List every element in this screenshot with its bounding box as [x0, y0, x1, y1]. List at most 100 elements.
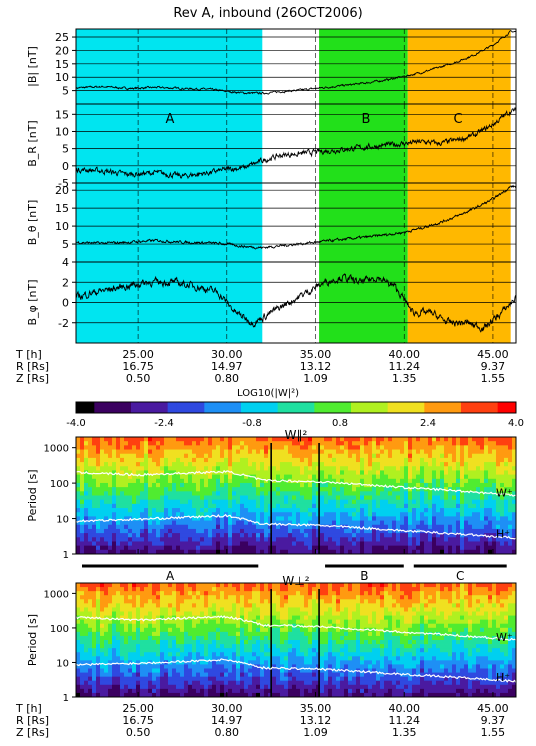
- spectrogram-cell: [256, 607, 261, 612]
- spectrogram-cell: [88, 437, 93, 442]
- spectrogram-cell: [288, 516, 293, 521]
- spectrogram-cell: [120, 644, 125, 649]
- spectrogram-cell: [128, 688, 133, 694]
- spectrogram-cell: [88, 668, 93, 673]
- spectrogram-cell: [104, 478, 109, 484]
- spectrogram-cell: [440, 520, 445, 526]
- spectrogram-cell: [304, 587, 309, 592]
- spectrogram-cell: [108, 466, 113, 471]
- spectrogram-cell: [200, 644, 205, 649]
- spectrogram-cell: [132, 676, 137, 682]
- spectrogram-cell: [324, 457, 329, 463]
- spectrogram-cell: [192, 508, 197, 513]
- spectrogram-cell: [120, 462, 125, 467]
- spectrogram-cell: [252, 583, 257, 588]
- spectrogram-cell: [100, 462, 105, 467]
- spectrogram-cell: [192, 587, 197, 592]
- spectrogram-cell: [276, 441, 281, 446]
- spectrogram-cell: [292, 640, 297, 645]
- spectrogram-cell: [416, 541, 421, 547]
- spectrogram-cell: [276, 672, 281, 678]
- spectrogram-cell: [120, 676, 125, 682]
- spectrogram-cell: [180, 672, 185, 678]
- spectrogram-cell: [232, 537, 237, 542]
- spectrogram-cell: [116, 487, 121, 492]
- spectrogram-cell: [372, 541, 377, 547]
- spectrogram-cell: [280, 453, 285, 459]
- spectrogram-cell: [108, 482, 113, 488]
- spectrogram-cell: [244, 445, 249, 450]
- spectrogram-cell: [140, 640, 145, 645]
- spectrogram-cell: [112, 512, 117, 517]
- spectrogram-cell: [344, 462, 349, 467]
- spectrogram-cell: [248, 528, 253, 534]
- spectrogram-cell: [452, 545, 457, 551]
- spectrogram-cell: [252, 692, 257, 698]
- spectrogram-cell: [304, 599, 309, 604]
- spectrogram-cell: [272, 528, 277, 534]
- spectrogram-cell: [224, 441, 229, 446]
- spectrogram-cell: [228, 537, 233, 542]
- spectrogram-cell: [240, 462, 245, 467]
- spectrogram-cell: [400, 541, 405, 547]
- spectrogram-cell: [272, 627, 277, 633]
- ephemeris-top-value-R: 11.24: [388, 360, 420, 373]
- spectrogram-cell: [256, 495, 261, 501]
- spectrogram-cell: [216, 684, 221, 690]
- spectrogram-cell: [248, 462, 253, 467]
- spectrogram-cell: [404, 470, 409, 476]
- spectrogram-cell: [124, 541, 129, 547]
- spectrogram-cell: [84, 516, 89, 521]
- spectrogram-cell: [500, 499, 505, 505]
- spectrogram-cell: [108, 644, 113, 649]
- spectrogram-cell: [132, 482, 137, 488]
- spectrogram-cell: [220, 474, 225, 480]
- spectrogram-cell: [208, 495, 213, 501]
- spectrogram-cell: [192, 664, 197, 669]
- spectrogram-cell: [268, 627, 273, 633]
- spectrogram-cell: [268, 478, 273, 484]
- spectrogram-cell: [88, 664, 93, 669]
- colorbar-cell: [231, 402, 242, 413]
- spectrogram-cell: [352, 474, 357, 480]
- spectrogram-cell: [136, 474, 141, 480]
- spectrogram-cell: [508, 495, 513, 501]
- spectrogram-cell: [440, 508, 445, 513]
- spectrogram-cell: [328, 503, 333, 509]
- colorbar-cell: [387, 402, 398, 413]
- spectrogram-cell: [228, 512, 233, 517]
- spectrogram-cell: [96, 453, 101, 459]
- spectrogram-cell: [256, 648, 261, 653]
- spectrogram-cell: [160, 664, 165, 669]
- spectrogram-cell: [448, 437, 453, 442]
- spectrogram-cell: [324, 482, 329, 488]
- spectrogram-cell: [224, 503, 229, 509]
- spectrogram-cell: [300, 607, 305, 612]
- spectrogram-cell: [88, 516, 93, 521]
- spectrogram-cell: [244, 640, 249, 645]
- spectrogram-cell: [280, 599, 285, 604]
- spectrogram-cell: [96, 664, 101, 669]
- spectrogram-cell: [220, 516, 225, 521]
- spectrogram-cell: [508, 437, 513, 442]
- spectrogram-cell: [424, 512, 429, 517]
- ephemeris-top-value-R: 9.37: [481, 360, 506, 373]
- spectrogram-cell: [168, 619, 173, 625]
- spectrogram-cell: [324, 453, 329, 459]
- spectrogram-cell: [88, 595, 93, 600]
- spectrogram-cell: [188, 537, 193, 542]
- spectrogram-cell: [504, 482, 509, 488]
- spectrogram-cell: [220, 635, 225, 641]
- spectrogram-cell: [120, 684, 125, 690]
- spectrogram-cell: [156, 537, 161, 542]
- spectrogram-cell: [172, 684, 177, 690]
- spectrogram-cell: [376, 474, 381, 480]
- spectrogram-cell: [192, 599, 197, 604]
- spectrogram-cell: [232, 688, 237, 694]
- spectrogram-cell: [324, 499, 329, 505]
- spectrogram-cell: [280, 457, 285, 463]
- colorbar-cell: [121, 402, 132, 413]
- spectrogram-cell: [328, 470, 333, 476]
- spectrogram-cell: [244, 619, 249, 625]
- spectrogram-cell: [144, 457, 149, 463]
